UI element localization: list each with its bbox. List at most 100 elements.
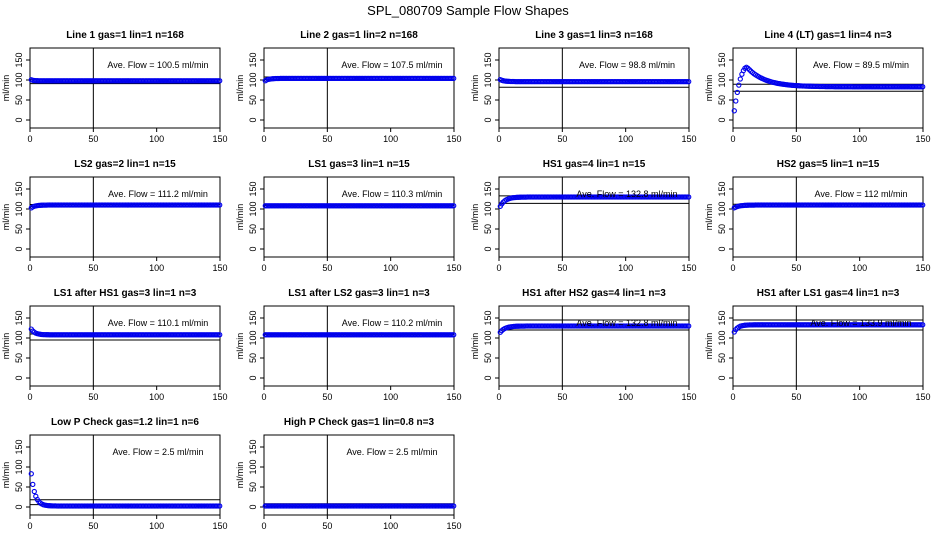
x-tick-label: 100	[383, 263, 398, 273]
x-tick-label: 50	[322, 263, 332, 273]
panel-title: LS2 gas=2 lin=1 n=15	[74, 159, 176, 170]
y-tick-label: 50	[248, 353, 258, 363]
chart-panel: Line 3 gas=1 lin=3 n=168 0 50 100 150 0 50 100 1…	[470, 30, 697, 144]
x-tick-label: 0	[261, 263, 266, 273]
y-tick-label: 100	[14, 459, 24, 474]
x-tick-label: 50	[557, 392, 567, 402]
data-points	[28, 77, 223, 84]
plot-frame	[498, 305, 690, 387]
data-points	[28, 326, 223, 338]
x-tick-label: 50	[322, 392, 332, 402]
average-flow-annotation: Ave. Flow = 110.3 ml/min	[342, 189, 442, 199]
y-tick-label: 0	[248, 117, 258, 122]
y-tick-label: 100	[248, 330, 258, 345]
y-tick-label: 50	[248, 482, 258, 492]
panel-title: LS1 after LS2 gas=3 lin=1 n=3	[288, 288, 430, 299]
x-tick-label: 50	[791, 263, 801, 273]
plot-frame	[263, 434, 455, 516]
x-tick-label: 100	[618, 392, 633, 402]
data-point	[920, 84, 926, 90]
y-axis-label: ml/min	[1, 462, 11, 489]
x-tick-label: 100	[383, 521, 398, 531]
data-point	[686, 194, 692, 200]
data-points	[262, 332, 457, 338]
y-tick-label: 0	[248, 504, 258, 509]
panel-title: Line 1 gas=1 lin=1 n=168	[66, 30, 184, 41]
panel-title: LS1 after HS1 gas=3 lin=1 n=3	[54, 288, 197, 299]
y-axis-label: ml/min	[235, 333, 245, 360]
plot-frame	[263, 305, 455, 387]
y-tick-label: 150	[248, 181, 258, 196]
x-tick-label: 0	[27, 521, 32, 531]
y-tick-label: 100	[717, 201, 727, 216]
x-tick-label: 0	[27, 134, 32, 144]
panel-title: HS2 gas=5 lin=1 n=15	[777, 159, 880, 170]
y-tick-label: 150	[248, 439, 258, 454]
x-tick-label: 0	[496, 134, 501, 144]
x-tick-label: 100	[618, 134, 633, 144]
panel-title: HS1 gas=4 lin=1 n=15	[543, 159, 646, 170]
x-tick-label: 100	[149, 263, 164, 273]
x-tick-label: 100	[149, 392, 164, 402]
y-tick-label: 50	[14, 95, 24, 105]
panel-title: LS1 gas=3 lin=1 n=15	[308, 159, 410, 170]
x-tick-label: 50	[88, 521, 98, 531]
average-flow-annotation: Ave. Flow = 98.8 ml/min	[579, 60, 675, 70]
data-point	[451, 503, 457, 509]
x-tick-label: 100	[852, 134, 867, 144]
y-axis-label: ml/min	[704, 204, 714, 231]
y-tick-label: 0	[248, 246, 258, 251]
data-points	[497, 194, 692, 209]
x-tick-label: 150	[446, 521, 461, 531]
x-tick-label: 100	[618, 263, 633, 273]
plot-frame	[29, 176, 221, 258]
data-points	[262, 75, 457, 84]
panel-title: HS1 after LS1 gas=4 lin=1 n=3	[757, 288, 900, 299]
x-tick-label: 150	[681, 134, 696, 144]
y-tick-label: 0	[14, 504, 24, 509]
data-point	[686, 78, 692, 85]
x-tick-label: 0	[261, 134, 266, 144]
x-tick-label: 150	[212, 134, 227, 144]
data-point	[736, 82, 742, 88]
x-tick-label: 50	[88, 392, 98, 402]
y-tick-label: 100	[483, 201, 493, 216]
y-tick-label: 150	[717, 181, 727, 196]
x-tick-label: 50	[791, 134, 801, 144]
panel-title: Line 4 (LT) gas=1 lin=4 n=3	[764, 30, 892, 41]
average-flow-annotation: Ave. Flow = 112 ml/min	[815, 189, 908, 199]
plot-frame	[29, 47, 221, 129]
x-tick-label: 100	[149, 521, 164, 531]
panel-title: High P Check gas=1 lin=0.8 n=3	[284, 417, 435, 428]
panel-title: Line 2 gas=1 lin=2 n=168	[300, 30, 418, 41]
average-flow-annotation: Ave. Flow = 111.2 ml/min	[108, 189, 208, 199]
figure-title: SPL_080709 Sample Flow Shapes	[367, 3, 569, 18]
x-tick-label: 100	[149, 134, 164, 144]
data-point	[217, 78, 223, 84]
y-axis-label: ml/min	[704, 75, 714, 102]
y-tick-label: 150	[483, 181, 493, 196]
y-tick-label: 50	[14, 224, 24, 234]
y-axis-label: ml/min	[235, 462, 245, 489]
average-flow-annotation: Ave. Flow = 100.5 ml/min	[107, 60, 208, 70]
chart-panel: LS1 after LS2 gas=3 lin=1 n=3 0 50 100 150 0 5…	[235, 288, 462, 402]
panels: Line 1 gas=1 lin=1 n=168 0 50 100 150 0 50 100 1…	[1, 30, 931, 531]
chart-panel: Line 1 gas=1 lin=1 n=168 0 50 100 150 0 50 100 1…	[1, 30, 228, 144]
data-points	[731, 64, 926, 114]
x-tick-label: 0	[496, 263, 501, 273]
plot-frame	[732, 176, 924, 258]
average-flow-annotation: Ave. Flow = 132.8 ml/min	[576, 318, 677, 328]
x-tick-label: 50	[322, 521, 332, 531]
average-flow-annotation: Ave. Flow = 110.1 ml/min	[108, 318, 208, 328]
average-flow-annotation: Ave. Flow = 89.5 ml/min	[813, 60, 909, 70]
data-point	[31, 488, 37, 495]
plot-frame	[498, 47, 690, 129]
panel-title: Low P Check gas=1.2 lin=1 n=6	[51, 417, 199, 428]
plot-frame	[498, 176, 690, 258]
chart-panel: HS1 after LS1 gas=4 lin=1 n=3 0 50 100 150 0 5…	[704, 288, 931, 402]
x-tick-label: 0	[496, 392, 501, 402]
y-tick-label: 100	[14, 72, 24, 87]
y-tick-label: 0	[14, 117, 24, 122]
